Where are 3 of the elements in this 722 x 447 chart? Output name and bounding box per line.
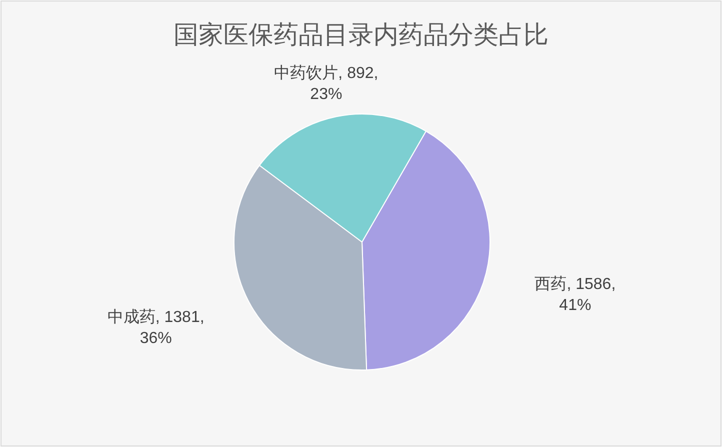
slice-label: 中药饮片 <box>274 64 338 82</box>
chart-title: 国家医保药品目录内药品分类占比 <box>174 21 548 49</box>
slice-label: 中成药 <box>107 308 156 326</box>
